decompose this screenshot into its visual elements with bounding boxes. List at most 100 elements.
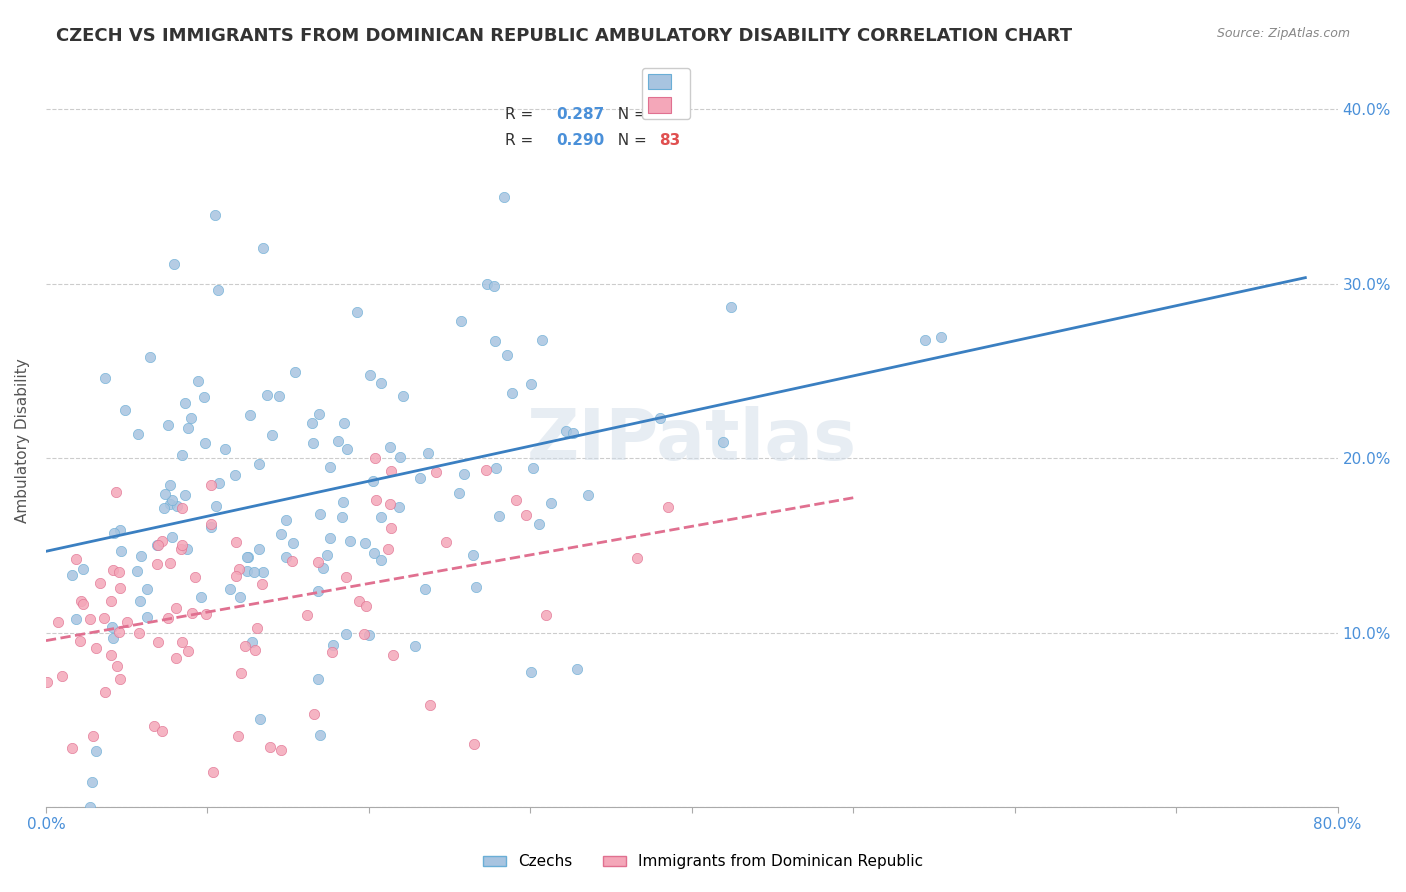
Dominican [108, 581, 131, 595]
Czechs [496, 348, 519, 362]
Text: 0.290: 0.290 [557, 133, 605, 148]
Czechs [308, 728, 330, 742]
Czechs [110, 523, 132, 537]
Czechs [929, 329, 952, 343]
Dominican [93, 611, 115, 625]
Czechs [240, 635, 263, 649]
Dominican [146, 538, 169, 552]
Dominican [100, 594, 122, 608]
Czechs [359, 368, 381, 383]
Dominican [148, 635, 170, 649]
Czechs [159, 478, 181, 492]
Dominican [378, 497, 401, 511]
Czechs [322, 638, 344, 652]
Czechs [389, 450, 412, 464]
Czechs [554, 425, 576, 439]
Czechs [274, 549, 297, 564]
Czechs [162, 493, 184, 508]
Dominican [202, 765, 225, 780]
Czechs [214, 442, 236, 457]
Czechs [370, 376, 392, 390]
Czechs [247, 457, 270, 471]
Czechs [127, 426, 149, 441]
Czechs [170, 448, 193, 462]
Dominican [165, 601, 187, 615]
Czechs [247, 542, 270, 557]
Dominican [270, 743, 292, 757]
Czechs [236, 549, 259, 564]
Czechs [461, 548, 484, 562]
Czechs [475, 277, 498, 291]
Dominican [181, 606, 204, 620]
Dominican [225, 569, 247, 583]
Dominican [380, 464, 402, 478]
Czechs [159, 497, 181, 511]
Czechs [319, 459, 342, 474]
Dominican [364, 451, 387, 466]
Dominican [246, 621, 269, 635]
Czechs [129, 549, 152, 564]
Dominican [177, 643, 200, 657]
Czechs [540, 496, 562, 510]
Czechs [174, 488, 197, 502]
Czechs [166, 499, 188, 513]
Dominican [259, 740, 281, 755]
Dominican [79, 612, 101, 626]
Text: CZECH VS IMMIGRANTS FROM DOMINICAN REPUBLIC AMBULATORY DISABILITY CORRELATION CH: CZECH VS IMMIGRANTS FROM DOMINICAN REPUB… [56, 27, 1073, 45]
Czechs [103, 631, 125, 645]
Czechs [270, 527, 292, 541]
Czechs [65, 611, 87, 625]
Dominican [172, 501, 194, 516]
Dominican [225, 535, 247, 549]
Dominican [108, 565, 131, 579]
Czechs [79, 800, 101, 814]
Czechs [301, 417, 323, 431]
Czechs [205, 499, 228, 513]
Dominican [105, 659, 128, 673]
Czechs [501, 386, 523, 401]
Dominican [534, 607, 557, 622]
Czechs [128, 594, 150, 608]
Czechs [82, 775, 104, 789]
Dominican [100, 648, 122, 662]
Dominican [321, 645, 343, 659]
Dominican [377, 542, 399, 557]
Legend: , : , [643, 68, 690, 120]
Czechs [207, 284, 229, 298]
Dominican [146, 557, 169, 571]
Czechs [333, 416, 356, 430]
Dominican [37, 674, 59, 689]
Czechs [262, 427, 284, 442]
Dominican [233, 639, 256, 653]
Dominican [434, 535, 457, 549]
Dominican [353, 627, 375, 641]
Czechs [720, 300, 742, 314]
Dominican [382, 648, 405, 662]
Czechs [103, 525, 125, 540]
Czechs [316, 548, 339, 562]
Czechs [482, 279, 505, 293]
Dominican [307, 555, 329, 569]
Czechs [94, 371, 117, 385]
Czechs [301, 435, 323, 450]
Y-axis label: Ambulatory Disability: Ambulatory Disability [15, 359, 30, 524]
Dominican [657, 500, 679, 514]
Dominican [51, 668, 73, 682]
Czechs [416, 446, 439, 460]
Czechs [208, 476, 231, 491]
Czechs [252, 241, 274, 255]
Czechs [488, 508, 510, 523]
Czechs [84, 744, 107, 758]
Czechs [256, 388, 278, 402]
Czechs [527, 517, 550, 532]
Czechs [239, 409, 262, 423]
Dominican [72, 598, 94, 612]
Dominican [226, 729, 249, 743]
Czechs [177, 421, 200, 435]
Czechs [409, 471, 432, 485]
Czechs [464, 580, 486, 594]
Czechs [101, 620, 124, 634]
Czechs [155, 486, 177, 500]
Dominican [228, 562, 250, 576]
Czechs [363, 546, 385, 560]
